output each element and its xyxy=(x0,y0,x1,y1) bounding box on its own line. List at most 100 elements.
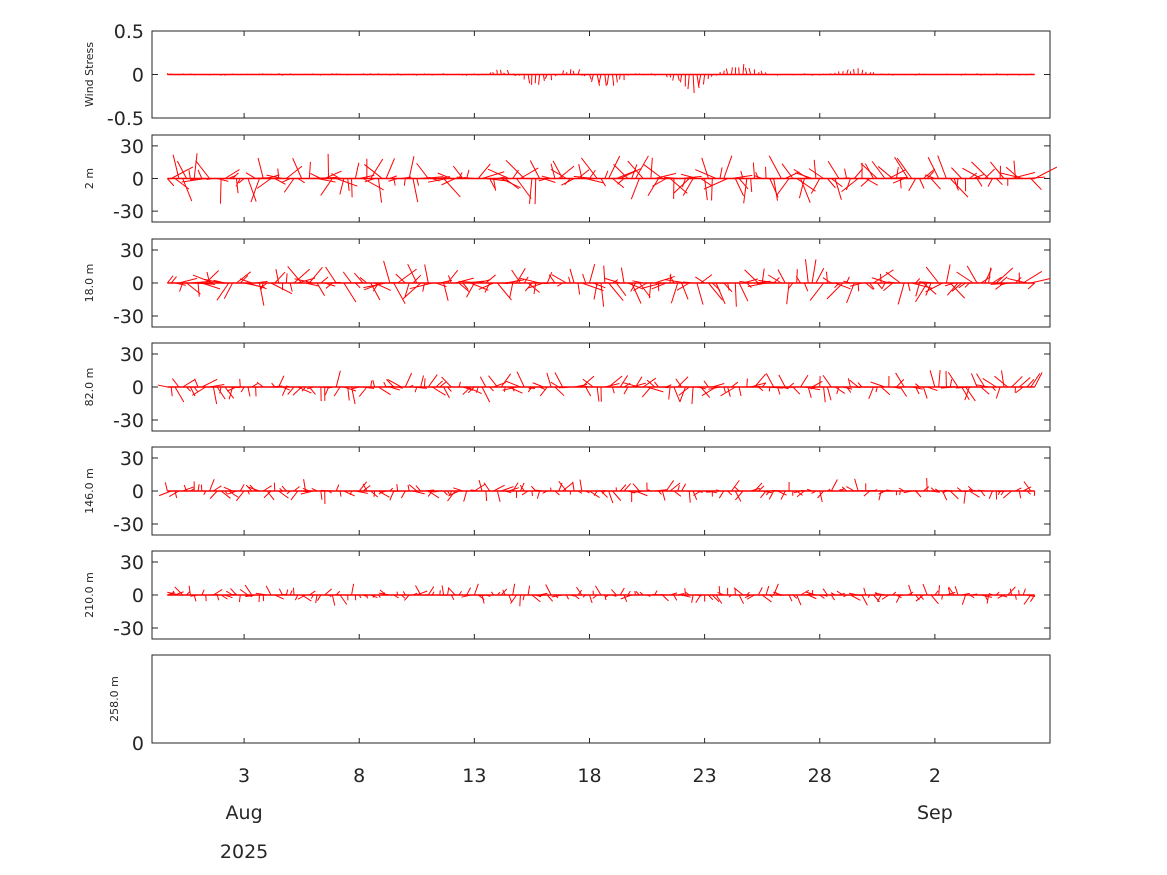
sticks xyxy=(166,63,1035,93)
stick xyxy=(734,282,737,307)
stick xyxy=(534,74,537,84)
stick xyxy=(458,282,471,293)
stick xyxy=(760,70,763,75)
stick xyxy=(677,592,685,596)
stick xyxy=(543,282,552,285)
stick xyxy=(250,178,260,203)
stick xyxy=(551,594,563,598)
stick xyxy=(673,490,682,497)
stick xyxy=(980,594,993,598)
stick xyxy=(585,386,592,397)
stick xyxy=(1014,594,1017,600)
stick xyxy=(193,74,196,76)
stick xyxy=(370,380,373,388)
stick xyxy=(585,178,604,184)
stick xyxy=(255,280,268,284)
stick xyxy=(602,490,606,494)
stick xyxy=(963,490,967,504)
stick xyxy=(934,488,939,492)
stick xyxy=(519,594,521,607)
stick xyxy=(576,586,583,596)
stick xyxy=(508,594,513,603)
stick xyxy=(681,483,687,492)
stick xyxy=(1034,166,1058,179)
stick xyxy=(1015,386,1024,394)
stick xyxy=(228,490,239,498)
stick xyxy=(786,282,790,305)
panel-label: 82.0 m xyxy=(83,368,96,407)
stick xyxy=(836,590,844,596)
stick xyxy=(800,589,810,596)
stick xyxy=(239,588,249,596)
stick xyxy=(758,485,765,492)
stick xyxy=(271,382,276,388)
stick xyxy=(632,280,644,284)
stick xyxy=(619,587,625,596)
stick xyxy=(1022,486,1032,492)
stick xyxy=(249,484,256,492)
stick xyxy=(496,69,498,75)
stick xyxy=(186,591,191,596)
stick xyxy=(915,386,920,395)
stick xyxy=(275,268,280,284)
stick xyxy=(777,269,786,284)
stick xyxy=(535,594,542,598)
stick xyxy=(479,594,490,597)
stick xyxy=(172,154,180,179)
panel-7: 0 258.0 m xyxy=(108,654,1051,755)
stick xyxy=(216,282,230,301)
stick xyxy=(157,384,168,388)
stick xyxy=(343,282,357,303)
stick xyxy=(665,74,668,78)
stick xyxy=(930,487,936,492)
stick xyxy=(788,594,793,602)
stick xyxy=(270,282,293,295)
stick xyxy=(948,586,955,596)
stick xyxy=(397,386,403,389)
stick xyxy=(976,178,983,187)
stick xyxy=(907,591,914,596)
stick xyxy=(328,281,341,284)
stick xyxy=(756,282,770,285)
stick xyxy=(497,591,501,596)
stick xyxy=(611,589,617,596)
stick xyxy=(188,585,191,596)
stick xyxy=(845,178,851,191)
stick xyxy=(863,490,870,497)
stick xyxy=(274,271,286,284)
stick xyxy=(834,178,842,200)
stick xyxy=(708,386,721,390)
stick xyxy=(885,271,901,284)
stick xyxy=(1034,372,1043,388)
stick xyxy=(627,590,631,596)
stick xyxy=(463,490,468,502)
stick xyxy=(679,386,686,403)
stick xyxy=(702,74,706,85)
stick xyxy=(710,74,713,77)
month-label: Aug xyxy=(226,802,263,824)
stick xyxy=(964,282,970,288)
stick xyxy=(956,487,963,492)
stick xyxy=(568,276,571,284)
stick xyxy=(730,67,733,75)
stick xyxy=(554,372,564,388)
stick xyxy=(878,490,886,495)
y-tick-label: 0 xyxy=(132,169,144,191)
stick xyxy=(654,489,668,492)
stick xyxy=(691,386,694,404)
stick xyxy=(795,172,813,179)
stick xyxy=(604,170,609,179)
stick xyxy=(428,490,437,493)
stick xyxy=(881,176,907,179)
stick xyxy=(988,490,993,499)
stick xyxy=(569,268,575,284)
stick xyxy=(631,164,638,179)
stick xyxy=(669,592,678,596)
stick xyxy=(995,267,1014,284)
stick xyxy=(158,490,172,497)
stick xyxy=(871,161,886,179)
stick xyxy=(776,178,790,195)
stick xyxy=(562,386,571,389)
stick xyxy=(922,386,928,399)
stick xyxy=(641,386,652,398)
